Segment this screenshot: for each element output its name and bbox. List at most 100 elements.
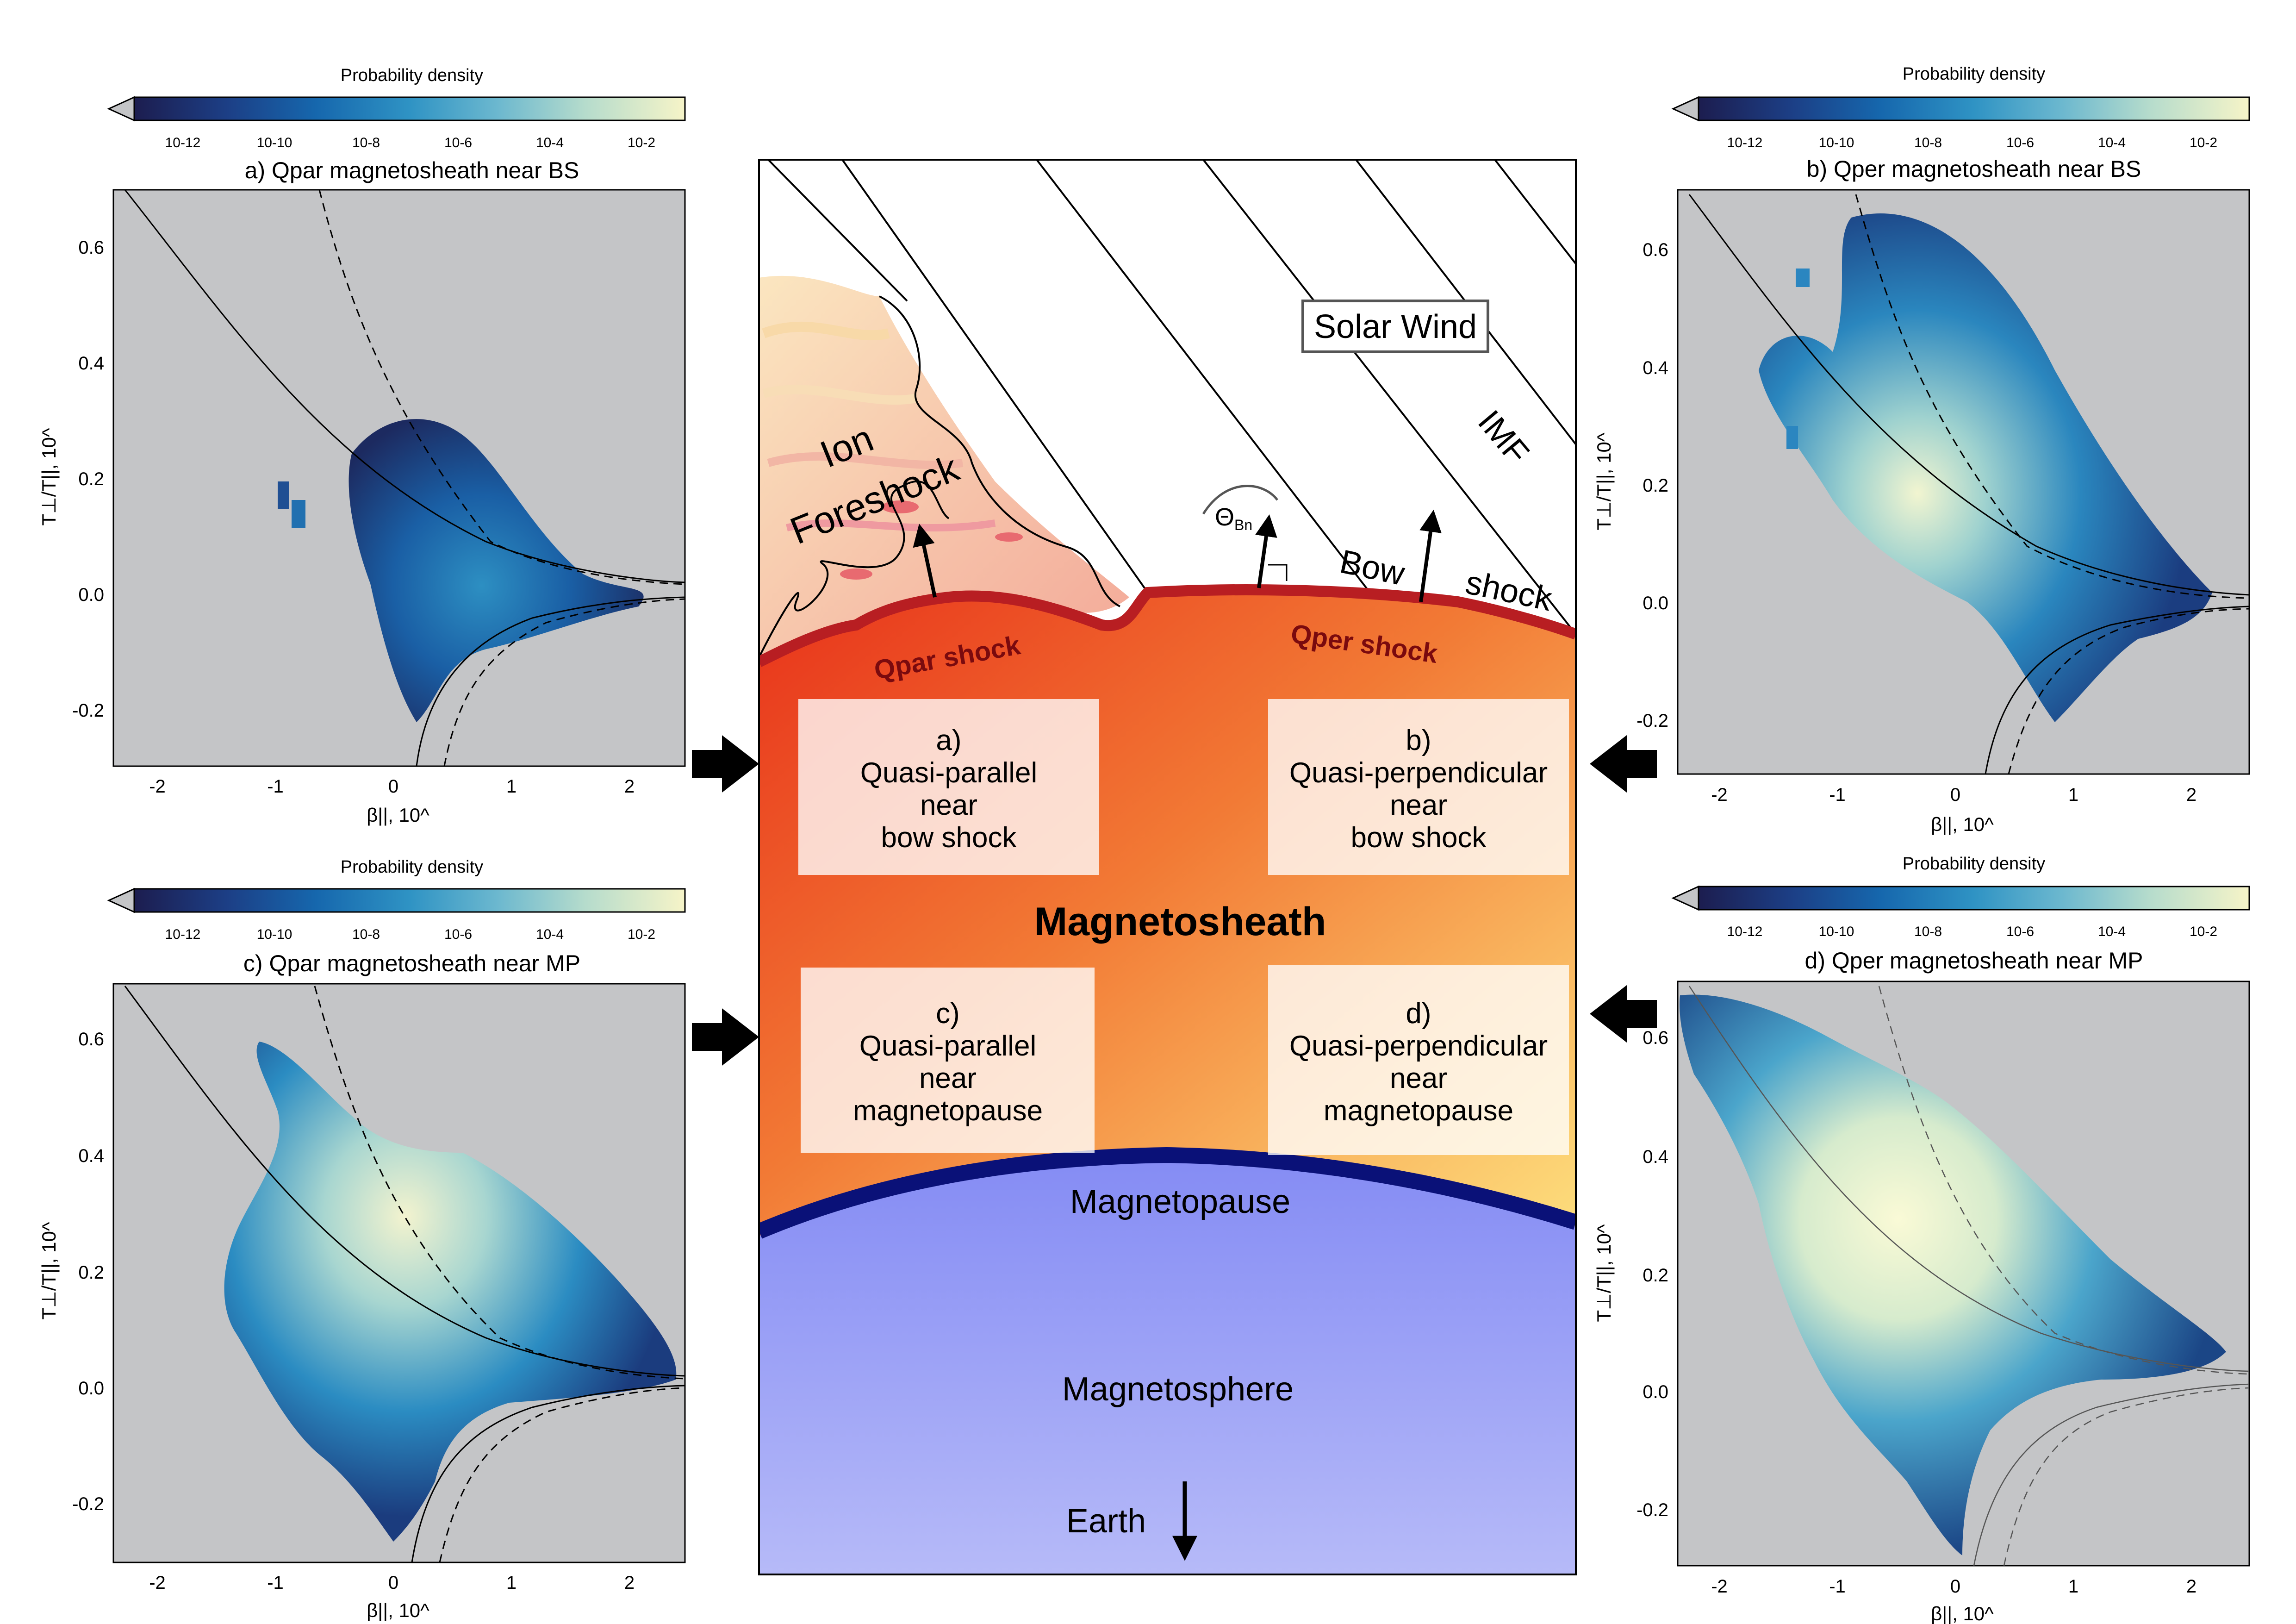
- solar-wind-label: Solar Wind: [1314, 308, 1477, 345]
- panel-title: d) Qper magnetosheath near MP: [1805, 948, 2143, 974]
- colorbar-tick: 10-6: [2006, 924, 2034, 939]
- x-tick-label: -1: [267, 776, 284, 797]
- region-box-line: d): [1406, 998, 1431, 1030]
- colorbar: 10-12 10-10 10-8 10-6 10-4 10-2: [1671, 885, 2250, 939]
- threshold-curve-solid: [1985, 606, 2250, 775]
- panel-title: b) Qper magnetosheath near BS: [1807, 156, 2141, 182]
- x-axis-ticks: -2 -1 0 1 2: [1711, 785, 2196, 805]
- colorbar-tick: 10-2: [628, 927, 655, 942]
- x-tick-label: -1: [1829, 1576, 1846, 1597]
- region-box-line: bow shock: [881, 822, 1017, 854]
- colorbar-tick: 10-12: [1727, 135, 1763, 150]
- colorbar-tick: 10-12: [165, 927, 201, 942]
- panel-a: Probability density 10-12 10-10 10-8 10-…: [38, 66, 686, 826]
- y-axis-label: T⊥/T||, 10^: [38, 1222, 60, 1319]
- region-box-line: c): [936, 998, 960, 1030]
- imf-line: [1036, 160, 1371, 593]
- region-box-line: Quasi-parallel: [860, 757, 1038, 789]
- y-tick-label: 0.2: [1643, 475, 1668, 496]
- region-box-line: Quasi-perpendicular: [1289, 1030, 1548, 1062]
- colorbar-tick: 10-8: [352, 927, 380, 942]
- y-tick-label: 0.6: [78, 237, 104, 258]
- threshold-curve-solid: [416, 596, 685, 767]
- region-box-line: bow shock: [1351, 822, 1487, 854]
- x-tick-label: -2: [1711, 1576, 1728, 1597]
- x-tick-label: 0: [388, 1573, 398, 1593]
- threshold-curve-solid: [411, 1385, 685, 1563]
- x-tick-label: -2: [149, 776, 166, 797]
- y-tick-label: 0.4: [1643, 358, 1668, 378]
- colorbar: 10-12 10-10 10-8 10-6 10-4 10-2: [107, 887, 686, 942]
- region-box-c: c) Quasi-parallel near magnetopause: [801, 968, 1095, 1153]
- pointer-arrows: [692, 735, 1657, 1066]
- magnetosphere-label: Magnetosphere: [1062, 1371, 1294, 1408]
- y-tick-label: 0.2: [78, 1262, 104, 1283]
- x-tick-label: -1: [267, 1573, 284, 1593]
- imf-line: [767, 160, 908, 302]
- region-box-line: near: [920, 789, 977, 821]
- x-axis-ticks: -2 -1 0 1 2: [1711, 1576, 2196, 1597]
- y-tick-label: -0.2: [1636, 711, 1668, 731]
- colorbar-tick: 10-4: [2098, 135, 2126, 150]
- threshold-curve-solid: [1973, 1383, 2250, 1566]
- region-box-line: Quasi-parallel: [859, 1030, 1037, 1062]
- imf-line: [1202, 160, 1576, 635]
- threshold-curve-solid: [124, 189, 685, 583]
- density-cloud: [1759, 213, 2212, 723]
- density-cloud: [224, 1042, 677, 1542]
- colorbar-tick: 10-6: [444, 135, 472, 150]
- y-tick-label: 0.0: [78, 1378, 104, 1399]
- panel-title: a) Qpar magnetosheath near BS: [245, 157, 579, 183]
- colorbar-title: Probability density: [341, 66, 483, 85]
- threshold-curve-solid: [124, 986, 685, 1377]
- threshold-curve-dashed: [2008, 608, 2250, 775]
- y-axis-ticks: 0.6 0.4 0.2 0.0 -0.2: [72, 1029, 104, 1514]
- bow-shock-line: [759, 584, 1576, 667]
- y-tick-label: 0.4: [78, 353, 104, 374]
- colorbar-tick: 10-2: [2190, 924, 2217, 939]
- colorbar-tick: 10-4: [536, 135, 564, 150]
- threshold-curve-solid: [1688, 194, 2250, 596]
- y-axis-ticks: 0.6 0.4 0.2 0.0 -0.2: [1636, 240, 1668, 731]
- region-box-line: magnetopause: [853, 1095, 1043, 1127]
- region-box-b: b) Quasi-perpendicular near bow shock: [1268, 699, 1569, 875]
- threshold-curve-dashed: [443, 598, 685, 767]
- x-axis-label: β||, 10^: [1931, 1603, 1994, 1624]
- x-tick-label: -2: [149, 1573, 166, 1593]
- panel-title: c) Qpar magnetosheath near MP: [243, 950, 580, 976]
- arrow-right-icon: [692, 1008, 759, 1066]
- colorbar-tick: 10-4: [536, 927, 564, 942]
- colorbar-tick: 10-10: [1819, 924, 1854, 939]
- y-tick-label: 0.4: [78, 1146, 104, 1166]
- arrow-right-icon: [692, 735, 759, 793]
- region-box-d: d) Quasi-perpendicular near magnetopause: [1268, 965, 1569, 1155]
- y-axis-label: T⊥/T||, 10^: [1593, 1224, 1615, 1322]
- panel-b: Probability density 10-12 10-10 10-8 10-…: [1593, 64, 2250, 835]
- y-axis-ticks: 0.6 0.4 0.2 0.0 -0.2: [72, 237, 104, 721]
- density-cloud: [348, 419, 644, 722]
- x-tick-label: 0: [1950, 785, 1960, 805]
- region-box-line: near: [1390, 1062, 1447, 1094]
- x-axis-ticks: -2 -1 0 1 2: [149, 1573, 635, 1593]
- y-tick-label: 0.2: [78, 469, 104, 489]
- imf-line: [1494, 160, 1576, 265]
- y-tick-label: 0.0: [1643, 1382, 1668, 1402]
- colorbar-title: Probability density: [1903, 854, 2045, 874]
- density-cloud: [1680, 994, 2226, 1555]
- region-box-a: a) Quasi-parallel near bow shock: [798, 699, 1099, 875]
- x-tick-label: 2: [624, 1573, 635, 1593]
- magnetosheath-label: Magnetosheath: [1034, 899, 1326, 944]
- x-tick-label: 0: [388, 776, 398, 797]
- colorbar: 10-12 10-10 10-8 10-6 10-4 10-2: [1671, 96, 2250, 150]
- x-axis-label: β||, 10^: [367, 804, 429, 826]
- threshold-curve-solid: [1688, 986, 2250, 1372]
- solar-wind-box: [1301, 300, 1489, 353]
- y-tick-label: 0.6: [78, 1029, 104, 1049]
- arrow-left-icon: [1590, 985, 1657, 1043]
- colorbar-tick: 10-12: [1727, 924, 1763, 939]
- colorbar-tick: 10-6: [444, 927, 472, 942]
- threshold-curve-dashed: [439, 1387, 685, 1563]
- y-axis-label: T⊥/T||, 10^: [38, 428, 60, 525]
- y-axis-ticks: 0.6 0.4 0.2 0.0 -0.2: [1636, 1028, 1668, 1520]
